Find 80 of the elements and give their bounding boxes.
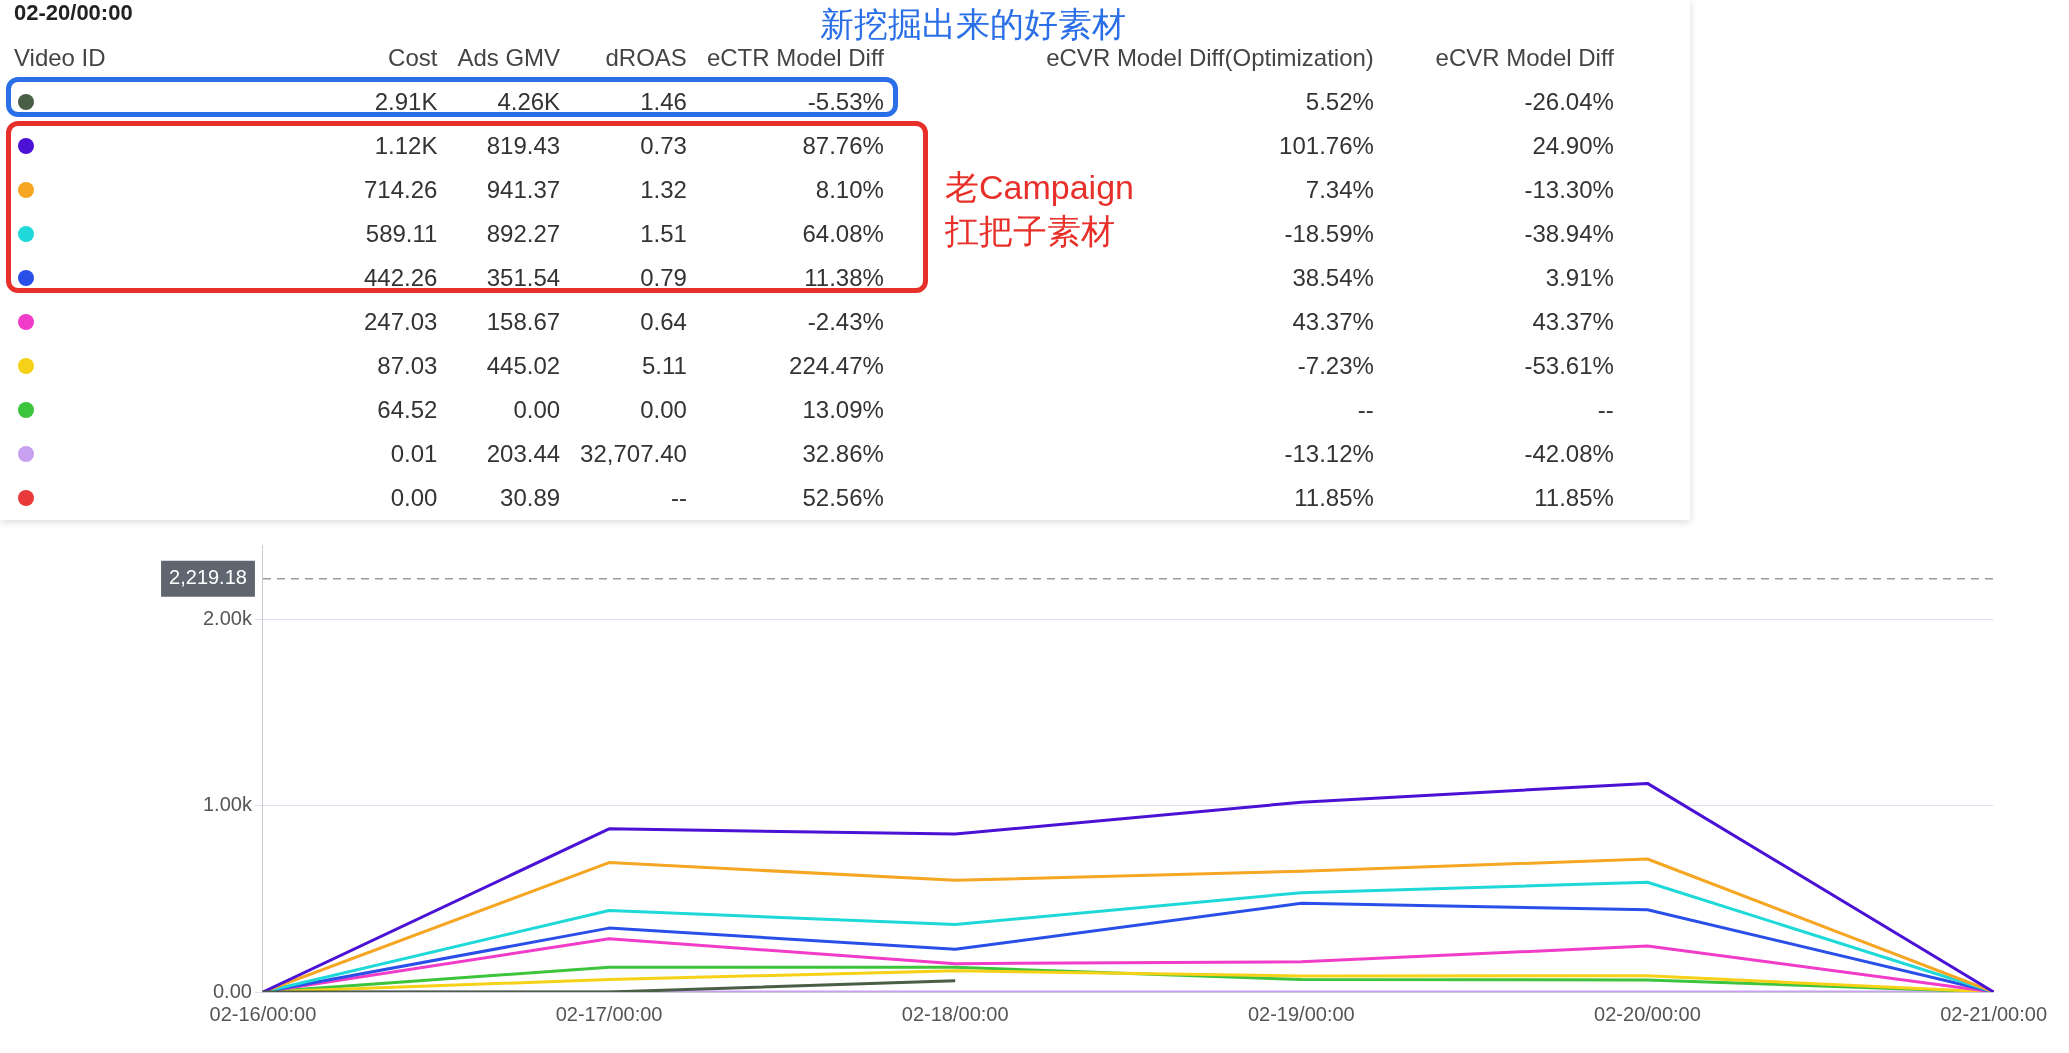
y-tick-label: 2.00k: [202, 607, 253, 630]
text: 38.54%: [1291, 263, 1374, 293]
text: -53.61%: [1523, 351, 1614, 381]
text: 941.37: [485, 175, 561, 205]
text: 43.37%: [1531, 307, 1614, 337]
text: 442.26: [363, 263, 438, 293]
text: 1.51: [639, 219, 687, 249]
text: 7.34%: [1305, 176, 1374, 203]
text: 24.90%: [1531, 131, 1614, 161]
x-tick-label: 02-20/00:00: [1594, 1002, 1701, 1025]
text: 11.85%: [1533, 483, 1614, 513]
text: -42.08%: [1523, 439, 1614, 469]
text: 64.52: [376, 395, 438, 425]
text: --: [669, 483, 687, 513]
x-tick-label: 02-16/00:00: [209, 1002, 317, 1025]
text: 02-20/00:00: [14, 0, 133, 25]
text: 0.79: [639, 263, 687, 293]
text: 43.37%: [1291, 307, 1374, 337]
category-label: eCVR Model Diff(Optimization): [1046, 44, 1374, 71]
text: -7.23%: [1296, 351, 1374, 381]
text: 5.11: [640, 351, 687, 381]
text: 0.00: [389, 483, 438, 513]
text: 0.01: [389, 439, 438, 469]
category-label: dROAS: [604, 43, 687, 73]
text: 11.38%: [803, 263, 884, 293]
text: -18.59%: [1284, 220, 1374, 247]
text: 5.52%: [1304, 87, 1374, 117]
text: 1.32: [639, 175, 687, 205]
text: 新挖掘出来的好素材: [820, 5, 1126, 43]
text: 4.26K: [496, 87, 561, 117]
text: 247.03: [363, 307, 438, 337]
text: -38.94%: [1523, 219, 1614, 249]
text: 0.00: [639, 395, 687, 425]
text: 11.85%: [1293, 483, 1374, 513]
category-label: eCTR Model Diff: [706, 44, 884, 71]
text: 203.44: [485, 439, 561, 469]
text: 819.43: [485, 131, 561, 161]
text: 52.56%: [801, 483, 884, 513]
text: -5.53%: [806, 87, 884, 117]
text: 32.86%: [801, 439, 884, 469]
y-tick-label: 1.00k: [202, 793, 253, 816]
text: 351.54: [485, 263, 561, 293]
text: -13.12%: [1283, 439, 1374, 469]
x-tick-label: 02-18/00:00: [901, 1002, 1009, 1025]
text: 64.08%: [801, 219, 884, 249]
text: 589.11: [364, 219, 438, 249]
category-label: Video ID: [13, 43, 107, 73]
text: 87.03: [376, 351, 438, 381]
text: 445.02: [485, 351, 561, 381]
text: 8.10%: [814, 175, 884, 205]
text: 1.46: [639, 87, 687, 117]
text: 892.27: [485, 219, 561, 249]
text: 714.26: [363, 175, 438, 205]
x-tick-label: 02-21/00:00: [1940, 1002, 2047, 1025]
text: 13.09%: [801, 395, 884, 425]
text: 0.00: [512, 395, 561, 425]
x-tick-label: 02-17/00:00: [555, 1002, 663, 1025]
text: 0.73: [639, 131, 687, 161]
text: 87.76%: [801, 131, 884, 161]
text: 30.89: [499, 483, 561, 513]
text: 1.12K: [373, 131, 438, 161]
text: --: [1596, 395, 1614, 425]
text: 0.64: [639, 307, 687, 337]
category-label: Ads GMV: [456, 43, 561, 73]
text: 3.91%: [1544, 263, 1614, 293]
text: -2.43%: [806, 307, 884, 337]
text: -26.04%: [1523, 87, 1614, 117]
category-label: Cost: [387, 43, 438, 73]
text: 老Campaign 扛把子素材: [945, 167, 1134, 252]
y-tick-label: 0.00: [212, 979, 252, 1002]
text: 101.76%: [1278, 131, 1374, 161]
text: 158.67: [485, 307, 561, 337]
ref-line-label: 2,219.18: [169, 566, 247, 589]
x-tick-label: 02-19/00:00: [1247, 1002, 1355, 1025]
text: 32,707.40: [579, 439, 687, 469]
text: --: [1356, 395, 1374, 425]
text: -13.30%: [1523, 175, 1614, 205]
text: 2.91K: [373, 87, 438, 117]
text: 224.47%: [788, 351, 884, 381]
category-label: eCVR Model Diff: [1434, 43, 1614, 73]
